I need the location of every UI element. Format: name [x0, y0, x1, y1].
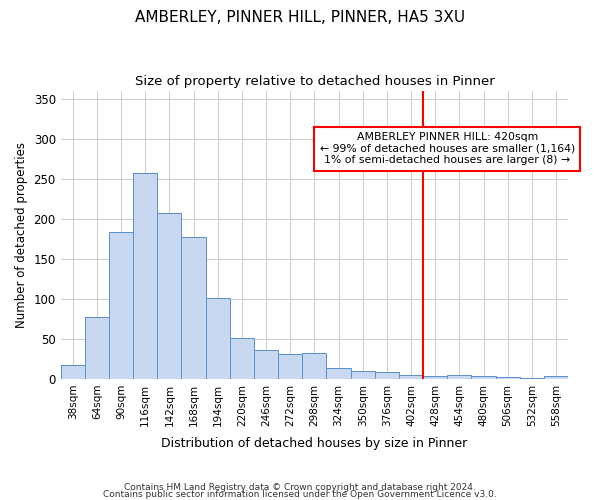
- Bar: [302, 354, 326, 379]
- Bar: [157, 213, 181, 379]
- Text: Contains public sector information licensed under the Open Government Licence v3: Contains public sector information licen…: [103, 490, 497, 499]
- Bar: [350, 371, 375, 379]
- Bar: [399, 375, 423, 379]
- Bar: [447, 375, 472, 379]
- Bar: [520, 378, 544, 379]
- Bar: [326, 368, 350, 379]
- Bar: [109, 232, 133, 379]
- Bar: [375, 372, 399, 379]
- Bar: [230, 338, 254, 379]
- Text: AMBERLEY PINNER HILL: 420sqm
← 99% of detached houses are smaller (1,164)
1% of : AMBERLEY PINNER HILL: 420sqm ← 99% of de…: [320, 132, 575, 166]
- Text: AMBERLEY, PINNER HILL, PINNER, HA5 3XU: AMBERLEY, PINNER HILL, PINNER, HA5 3XU: [135, 10, 465, 25]
- Bar: [544, 376, 568, 379]
- Bar: [278, 354, 302, 379]
- Y-axis label: Number of detached properties: Number of detached properties: [15, 142, 28, 328]
- Bar: [85, 317, 109, 379]
- Bar: [206, 298, 230, 379]
- Bar: [472, 376, 496, 379]
- Title: Size of property relative to detached houses in Pinner: Size of property relative to detached ho…: [134, 75, 494, 88]
- Bar: [61, 366, 85, 379]
- Bar: [254, 350, 278, 379]
- Bar: [181, 237, 206, 379]
- Text: Contains HM Land Registry data © Crown copyright and database right 2024.: Contains HM Land Registry data © Crown c…: [124, 484, 476, 492]
- X-axis label: Distribution of detached houses by size in Pinner: Distribution of detached houses by size …: [161, 437, 467, 450]
- Bar: [133, 173, 157, 379]
- Bar: [496, 378, 520, 379]
- Bar: [423, 376, 447, 379]
